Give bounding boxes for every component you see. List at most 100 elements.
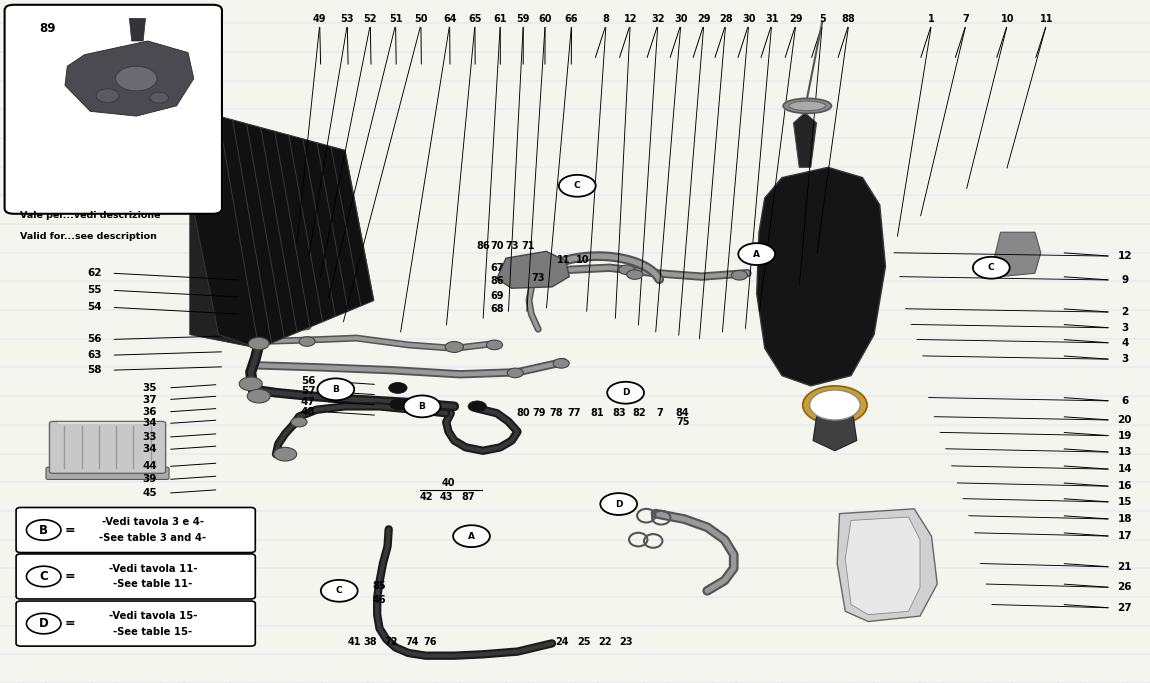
- Text: 41: 41: [347, 637, 361, 647]
- Circle shape: [453, 525, 490, 547]
- Text: 13: 13: [1118, 447, 1132, 457]
- Circle shape: [26, 566, 61, 587]
- FancyBboxPatch shape: [49, 421, 166, 473]
- Text: 70: 70: [490, 241, 504, 251]
- Text: 69: 69: [490, 291, 504, 301]
- Text: B: B: [419, 402, 426, 411]
- Text: 40: 40: [442, 478, 455, 488]
- Text: 36: 36: [143, 407, 156, 417]
- Text: 58: 58: [87, 365, 101, 375]
- Text: 63: 63: [87, 350, 101, 360]
- Text: 11: 11: [557, 255, 570, 265]
- Circle shape: [299, 337, 315, 346]
- Text: 37: 37: [143, 395, 156, 404]
- Text: C: C: [574, 181, 581, 191]
- Text: 1: 1: [928, 14, 935, 24]
- Text: Vale per...vedi descrizione: Vale per...vedi descrizione: [20, 211, 160, 220]
- Circle shape: [607, 382, 644, 404]
- Text: 34: 34: [143, 419, 156, 428]
- Circle shape: [627, 270, 643, 279]
- Text: 44: 44: [143, 462, 156, 471]
- Circle shape: [97, 89, 120, 102]
- Text: 27: 27: [1118, 603, 1132, 613]
- Text: 65: 65: [468, 14, 482, 24]
- Text: 67: 67: [490, 264, 504, 273]
- Text: 54: 54: [87, 303, 101, 312]
- Circle shape: [115, 66, 156, 91]
- FancyBboxPatch shape: [46, 467, 169, 479]
- Text: 74: 74: [405, 637, 419, 647]
- Text: 83: 83: [612, 408, 626, 418]
- Polygon shape: [845, 517, 920, 615]
- Text: 85: 85: [373, 581, 386, 591]
- Text: 17: 17: [1118, 531, 1132, 541]
- Text: 28: 28: [719, 14, 733, 24]
- Circle shape: [151, 92, 168, 103]
- Circle shape: [445, 342, 463, 352]
- Text: 30: 30: [742, 14, 756, 24]
- Text: 45: 45: [143, 488, 156, 498]
- Text: 21: 21: [1118, 562, 1132, 572]
- Polygon shape: [995, 232, 1041, 277]
- Text: 19: 19: [1118, 431, 1132, 441]
- Text: 42: 42: [420, 492, 434, 501]
- Text: 64: 64: [443, 14, 457, 24]
- Text: C: C: [988, 263, 995, 273]
- Circle shape: [26, 520, 61, 540]
- Text: -See table 11-: -See table 11-: [114, 579, 192, 589]
- Text: 57: 57: [301, 387, 315, 396]
- Text: 76: 76: [423, 637, 437, 647]
- Text: =: =: [64, 570, 75, 583]
- Circle shape: [486, 340, 503, 350]
- Text: 3: 3: [1121, 354, 1128, 364]
- Text: 3: 3: [1121, 323, 1128, 333]
- Text: 51: 51: [389, 14, 402, 24]
- Text: -Vedi tavola 15-: -Vedi tavola 15-: [109, 611, 197, 621]
- Text: 62: 62: [87, 268, 101, 278]
- Circle shape: [274, 447, 297, 461]
- Text: 31: 31: [765, 14, 779, 24]
- Text: 52: 52: [363, 14, 377, 24]
- Text: -Vedi tavola 11-: -Vedi tavola 11-: [109, 563, 197, 574]
- Text: 23: 23: [619, 637, 632, 647]
- Text: 10: 10: [576, 255, 590, 265]
- Polygon shape: [837, 509, 937, 622]
- Text: 78: 78: [550, 408, 564, 418]
- Text: C: C: [336, 586, 343, 596]
- Text: 73: 73: [505, 241, 519, 251]
- Text: 38: 38: [363, 637, 377, 647]
- Text: 29: 29: [697, 14, 711, 24]
- Text: 86: 86: [490, 277, 504, 286]
- Text: 35: 35: [143, 383, 156, 393]
- Text: 77: 77: [567, 408, 581, 418]
- Text: 81: 81: [590, 408, 604, 418]
- Text: 87: 87: [461, 492, 475, 501]
- Text: 71: 71: [521, 241, 535, 251]
- Text: 68: 68: [490, 305, 504, 314]
- FancyBboxPatch shape: [16, 601, 255, 646]
- Text: A: A: [468, 531, 475, 541]
- Text: 12: 12: [623, 14, 637, 24]
- Polygon shape: [793, 113, 816, 167]
- FancyBboxPatch shape: [5, 5, 222, 214]
- Circle shape: [390, 399, 408, 410]
- Circle shape: [389, 382, 407, 393]
- Text: 8: 8: [603, 14, 610, 24]
- Text: B: B: [332, 385, 339, 394]
- FancyBboxPatch shape: [16, 507, 255, 553]
- Text: A: A: [753, 249, 760, 259]
- Circle shape: [559, 175, 596, 197]
- Text: 7: 7: [657, 408, 664, 418]
- Text: 89: 89: [39, 22, 55, 35]
- Text: 59: 59: [516, 14, 530, 24]
- Ellipse shape: [789, 101, 826, 111]
- Text: 48: 48: [301, 407, 315, 417]
- Text: 34: 34: [143, 445, 156, 454]
- Text: 6: 6: [1121, 396, 1128, 406]
- Text: 55: 55: [87, 285, 101, 295]
- Text: -See table 3 and 4-: -See table 3 and 4-: [99, 533, 207, 543]
- Text: 30: 30: [674, 14, 688, 24]
- Circle shape: [404, 395, 440, 417]
- Text: 15: 15: [1118, 497, 1132, 507]
- Polygon shape: [129, 18, 145, 41]
